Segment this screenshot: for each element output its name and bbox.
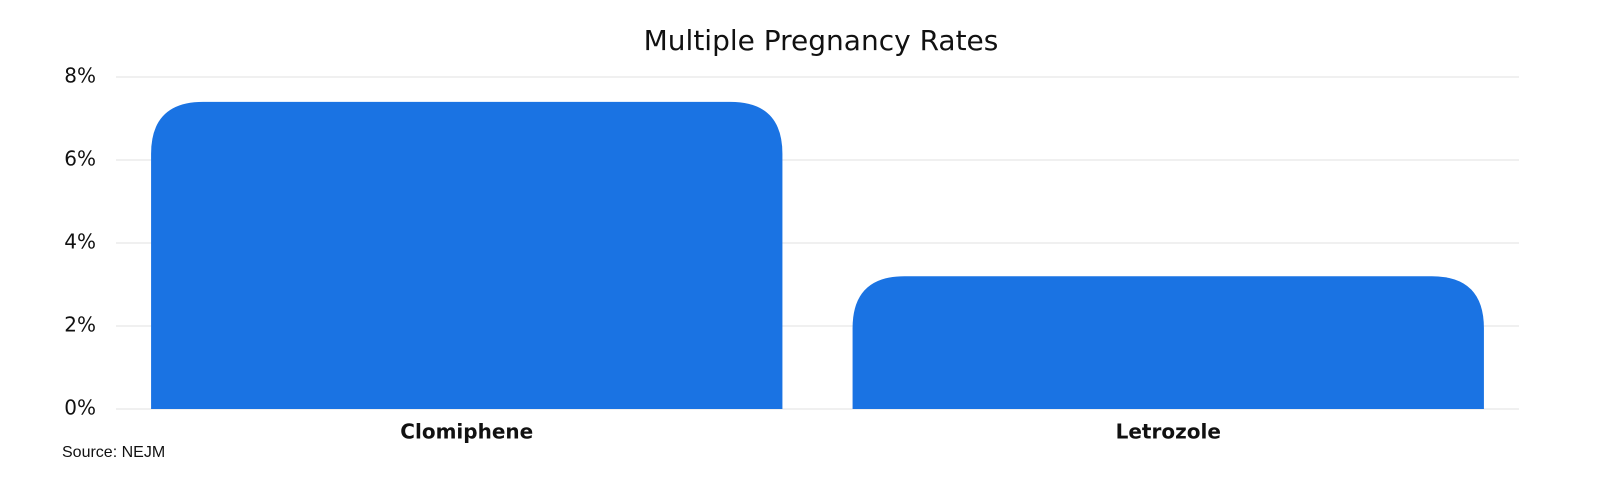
x-tick-label: Clomiphene: [400, 420, 533, 444]
bar: [852, 276, 1484, 409]
y-tick-label: 0%: [64, 396, 96, 420]
source-note: Source: NEJM: [62, 444, 165, 461]
y-tick-label: 8%: [64, 64, 96, 88]
y-tick-label: 6%: [64, 147, 96, 171]
bar: [151, 101, 783, 410]
y-tick-label: 2%: [64, 313, 96, 337]
y-tick-label: 4%: [64, 230, 96, 254]
chart-title: Multiple Pregnancy Rates: [644, 24, 999, 57]
x-tick-label: Letrozole: [1116, 420, 1221, 444]
